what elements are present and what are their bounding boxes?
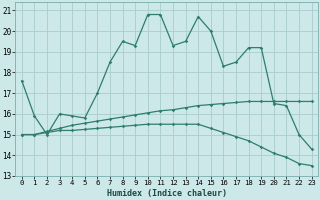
X-axis label: Humidex (Indice chaleur): Humidex (Indice chaleur) (107, 189, 227, 198)
